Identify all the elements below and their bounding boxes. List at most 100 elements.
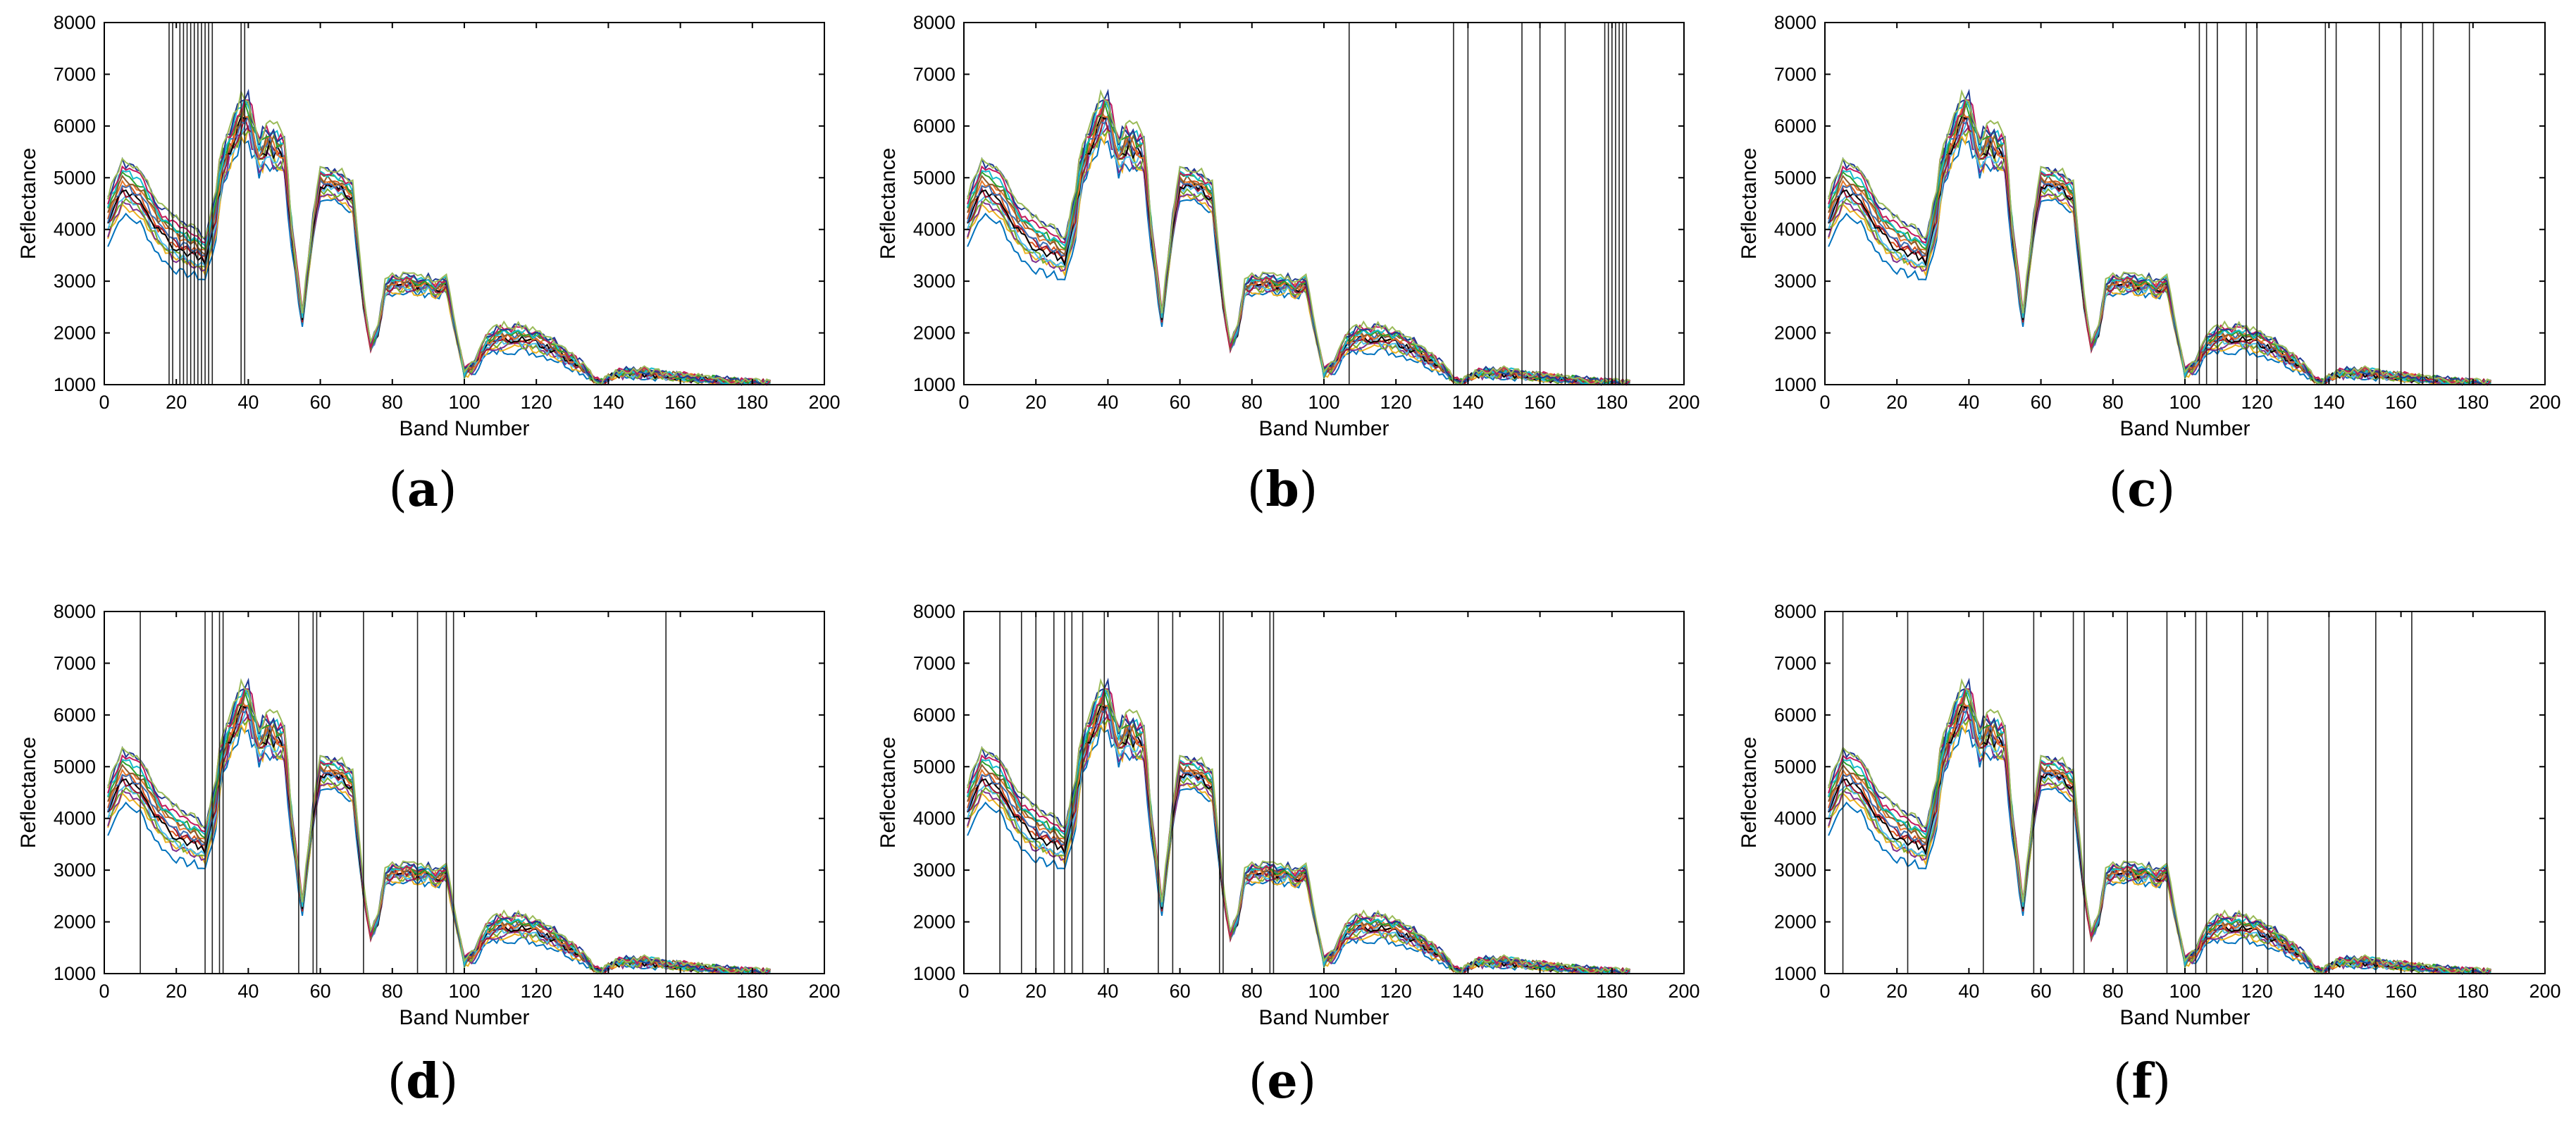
spectral-series-line	[107, 99, 771, 386]
x-tick-label: 180	[1596, 392, 1628, 413]
y-tick-label: 4000	[54, 808, 96, 829]
x-tick-label: 180	[736, 392, 768, 413]
x-tick-label: 120	[521, 981, 552, 1002]
y-tick-label: 6000	[1774, 704, 1816, 726]
x-tick-label: 0	[99, 392, 109, 413]
x-axis-label: Band Number	[1258, 1006, 1389, 1029]
x-tick-label: 60	[2031, 392, 2052, 413]
spectral-series-line	[107, 688, 771, 975]
x-tick-label: 40	[1958, 392, 1979, 413]
spectral-series-line	[107, 107, 771, 386]
x-axis-label: Band Number	[399, 417, 529, 440]
x-tick-label: 140	[2313, 392, 2345, 413]
y-tick-label: 8000	[1774, 601, 1816, 622]
x-tick-label: 60	[310, 981, 331, 1002]
x-tick-label: 80	[1241, 981, 1263, 1002]
caption-label: d	[406, 1053, 440, 1110]
x-tick-label: 0	[1819, 392, 1830, 413]
caption-c: (c)	[2108, 461, 2176, 518]
spectral-series-line	[967, 696, 1630, 975]
x-tick-label: 200	[1668, 981, 1699, 1002]
y-tick-label: 6000	[54, 116, 96, 137]
x-tick-label: 200	[1668, 392, 1699, 413]
y-tick-label: 6000	[913, 704, 955, 726]
y-tick-label: 3000	[54, 859, 96, 881]
spectral-series-line	[1828, 704, 2491, 975]
y-tick-label: 7000	[1774, 63, 1816, 85]
y-axis-label: Reflectance	[1738, 737, 1761, 848]
spectral-series-line	[1828, 678, 2491, 975]
spectral-series-line	[107, 696, 771, 975]
x-tick-label: 200	[2529, 392, 2560, 413]
spectral-series-line	[1828, 116, 2491, 386]
caption-label: e	[1267, 1053, 1298, 1110]
x-tick-label: 200	[2529, 981, 2560, 1002]
spectral-series-line	[107, 704, 771, 975]
y-tick-label: 2000	[913, 323, 955, 344]
x-tick-label: 180	[2457, 981, 2489, 1002]
y-tick-label: 3000	[913, 859, 955, 881]
spectral-series-line	[107, 678, 771, 975]
x-tick-label: 0	[99, 981, 109, 1002]
y-tick-label: 5000	[913, 167, 955, 188]
spectral-series-line	[1828, 99, 2491, 386]
y-tick-label: 4000	[913, 808, 955, 829]
x-tick-label: 20	[1886, 392, 1907, 413]
x-tick-label: 60	[1170, 392, 1191, 413]
caption-a: (a)	[388, 461, 457, 518]
x-tick-label: 80	[2103, 392, 2124, 413]
y-tick-label: 1000	[54, 963, 96, 984]
x-tick-label: 140	[593, 981, 624, 1002]
panel-b: 0 20 40 60 80 100 120 140 160 180 200 1000 2000 3000 4…	[877, 12, 1700, 440]
y-tick-label: 5000	[54, 756, 96, 777]
y-tick-label: 5000	[1774, 167, 1816, 188]
y-axis-label: Reflectance	[17, 737, 40, 848]
panel-f: 0 20 40 60 80 100 120 140 160 180 200 1000 2000 3000 4…	[1738, 601, 2561, 1029]
x-tick-label: 180	[1596, 981, 1628, 1002]
x-tick-label: 120	[521, 392, 552, 413]
x-tick-label: 40	[1958, 981, 1979, 1002]
caption-f: (f)	[2112, 1053, 2172, 1110]
y-tick-label: 7000	[54, 63, 96, 85]
x-tick-label: 140	[1452, 981, 1484, 1002]
y-tick-label: 8000	[54, 601, 96, 622]
caption-b: (b)	[1246, 461, 1318, 518]
y-tick-label: 7000	[913, 652, 955, 673]
x-tick-label: 100	[2169, 392, 2200, 413]
panel-d: 0 20 40 60 80 100 120 140 160 180 200 1000 2000 3000 4…	[17, 601, 841, 1029]
x-tick-label: 160	[1524, 981, 1556, 1002]
x-tick-label: 60	[310, 392, 331, 413]
y-tick-label: 5000	[913, 756, 955, 777]
y-tick-label: 5000	[1774, 756, 1816, 777]
spectral-series-line	[107, 89, 771, 386]
caption-label: f	[2131, 1053, 2153, 1110]
x-tick-label: 0	[1819, 981, 1830, 1002]
y-tick-label: 1000	[913, 963, 955, 984]
y-tick-label: 2000	[54, 323, 96, 344]
y-tick-label: 6000	[913, 116, 955, 137]
y-tick-label: 3000	[913, 271, 955, 292]
x-tick-label: 80	[382, 392, 403, 413]
x-tick-label: 160	[1524, 392, 1556, 413]
x-tick-label: 40	[237, 392, 259, 413]
x-tick-label: 40	[1097, 392, 1118, 413]
y-tick-label: 2000	[54, 912, 96, 933]
y-tick-label: 8000	[913, 12, 955, 33]
y-tick-label: 4000	[1774, 808, 1816, 829]
x-tick-label: 120	[2241, 981, 2273, 1002]
y-tick-label: 3000	[1774, 859, 1816, 881]
x-tick-label: 0	[958, 392, 969, 413]
x-tick-label: 80	[1241, 392, 1263, 413]
y-tick-label: 7000	[1774, 652, 1816, 673]
y-tick-label: 8000	[913, 601, 955, 622]
x-tick-label: 80	[382, 981, 403, 1002]
x-tick-label: 20	[166, 981, 187, 1002]
panel-e: 0 20 40 60 80 100 120 140 160 180 200 1000 2000 3000 4…	[877, 601, 1700, 1029]
y-tick-label: 4000	[913, 219, 955, 240]
x-tick-label: 100	[1308, 392, 1339, 413]
x-axis-label: Band Number	[2119, 417, 2250, 440]
y-tick-label: 2000	[1774, 912, 1816, 933]
x-tick-label: 40	[237, 981, 259, 1002]
y-axis-label: Reflectance	[877, 737, 900, 848]
